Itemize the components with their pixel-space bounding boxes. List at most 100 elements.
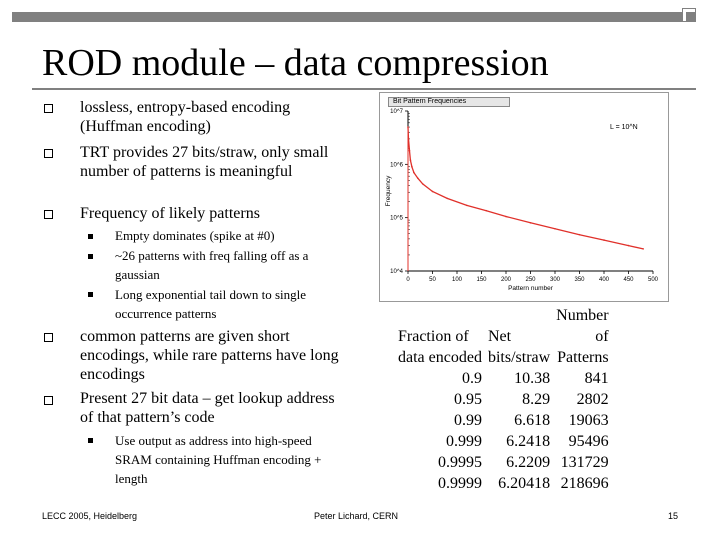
sub-bullet-square-icon (88, 438, 93, 443)
x-tick-label: 200 (501, 277, 512, 283)
table-header-cell (396, 305, 486, 326)
sub-bullet-1: Empty dominates (spike at #0) (115, 228, 275, 243)
bullet-1: lossless, entropy-based encoding (Huffma… (80, 99, 291, 135)
x-tick-label: 500 (648, 277, 659, 283)
x-tick-label: 50 (429, 277, 436, 283)
table-header-cell: data encoded (398, 349, 482, 366)
data-point (627, 244, 630, 247)
x-tick-label: 100 (452, 277, 463, 283)
title-divider (32, 88, 696, 90)
table-header-row: data encoded bits/straw Patterns (396, 347, 613, 368)
slide-title: ROD module – data compression (42, 42, 549, 84)
table-cell: 218696 (560, 475, 609, 492)
chart-title: Bit Pattern Frequencies (388, 97, 510, 107)
data-point (411, 165, 413, 168)
x-tick-label: 150 (476, 277, 487, 283)
table-row: 0.999 6.2418 95496 (396, 431, 613, 452)
table-row: 0.9995 6.2209 131729 (396, 452, 613, 473)
bullet-box-icon (44, 210, 53, 219)
table-row: 0.9999 6.20418 218696 (396, 473, 613, 494)
sub-bullet-square-icon (88, 292, 93, 297)
table-cell: 0.9999 (437, 475, 482, 492)
x-tick-label: 400 (599, 277, 610, 283)
table-header-row: Fraction of Net of (396, 326, 613, 347)
table-cell: 6.618 (514, 412, 551, 429)
y-tick-label: 10^5 (390, 216, 403, 222)
data-point (529, 222, 532, 224)
bullet-3: Frequency of likely patterns (80, 205, 260, 222)
bullet-box-icon (44, 396, 53, 405)
data-point (466, 204, 468, 207)
table-cell: 0.99 (453, 412, 482, 429)
table-cell: 0.9 (461, 370, 482, 387)
table-header-row: Number (396, 305, 613, 326)
data-point (485, 209, 488, 212)
y-tick-label: 10^7 (390, 109, 403, 115)
table-cell: 8.29 (522, 391, 551, 408)
table-row: 0.9 10.38 841 (396, 368, 613, 389)
table-cell: 2802 (576, 391, 609, 408)
table-cell: 841 (584, 370, 609, 387)
data-point (505, 215, 507, 218)
sub-bullet-3: Long exponential tail down to single occ… (115, 287, 306, 321)
footer-page-number: 15 (668, 511, 679, 521)
x-tick-label: 250 (525, 277, 536, 283)
bullet-box-icon (44, 104, 53, 113)
data-point (578, 233, 581, 236)
compression-table: Number Fraction of Net of data encoded bits/s… (396, 305, 613, 494)
bit-pattern-chart: Bit Pattern Frequencies 0 50 100 150 200 250 3… (379, 92, 669, 302)
y-tick-label: 10^4 (390, 269, 403, 275)
data-point (409, 159, 412, 161)
table-cell: 0.9995 (437, 454, 482, 471)
corner-decor-inner (686, 12, 696, 22)
bullet-4: common patterns are given short encoding… (80, 328, 339, 383)
table-cell: 6.2418 (506, 433, 551, 450)
sub-bullet-square-icon (88, 254, 93, 259)
bullet-5: Present 27 bit data – get lookup address… (80, 390, 335, 426)
y-tick-label: 10^6 (390, 162, 403, 168)
data-point (431, 190, 434, 193)
sub-bullet-2: ~26 patterns with freq falling off as a … (115, 248, 309, 282)
table-header-cell: Fraction of (398, 328, 469, 345)
table-cell: 0.999 (445, 433, 482, 450)
table-cell: 95496 (568, 433, 609, 450)
table-header-cell: Patterns (557, 349, 609, 366)
bullet-2: TRT provides 27 bits/straw, only small n… (80, 144, 329, 180)
x-tick-label: 0 (406, 277, 410, 283)
table-cell: 131729 (560, 454, 609, 471)
table-cell: 10.38 (514, 370, 551, 387)
chart-plot: 0 50 100 150 200 250 300 350 400 450 500 10^4 10^5 10… (385, 109, 659, 292)
table-header-cell: Number (556, 307, 609, 324)
x-tick-label: 450 (623, 277, 634, 283)
data-point (446, 197, 448, 200)
x-axis-label: Pattern number (508, 285, 554, 292)
series-line (407, 127, 644, 250)
table-cell: 6.2209 (506, 454, 551, 471)
bullet-box-icon (44, 333, 53, 342)
table-row: 0.95 8.29 2802 (396, 389, 613, 410)
table-cell: 6.20418 (498, 475, 551, 492)
table-cell: 19063 (568, 412, 609, 429)
bullet-box-icon (44, 149, 53, 158)
x-tick-label: 300 (550, 277, 561, 283)
top-decor-bar (12, 12, 696, 22)
data-point (603, 239, 605, 241)
table-header-cell: Net (487, 328, 512, 345)
table-header-cell: bits/straw (487, 349, 551, 366)
data-point (642, 248, 644, 250)
table-header-cell (486, 305, 554, 326)
data-point (413, 171, 415, 174)
data-point (554, 227, 556, 230)
data-point (417, 177, 419, 179)
x-tick-label: 350 (574, 277, 585, 283)
footer-author: Peter Lichard, CERN (314, 511, 399, 521)
table-cell: 0.95 (453, 391, 482, 408)
table-header-cell: of (595, 328, 609, 345)
data-point (421, 183, 424, 185)
sub-bullet-square-icon (88, 234, 93, 239)
sub-bullet-4: Use output as address into high-speed SR… (115, 433, 322, 486)
footer-conference: LECC 2005, Heidelberg (42, 511, 138, 521)
data-point (408, 149, 411, 152)
y-axis-label: Frequency (385, 175, 392, 206)
